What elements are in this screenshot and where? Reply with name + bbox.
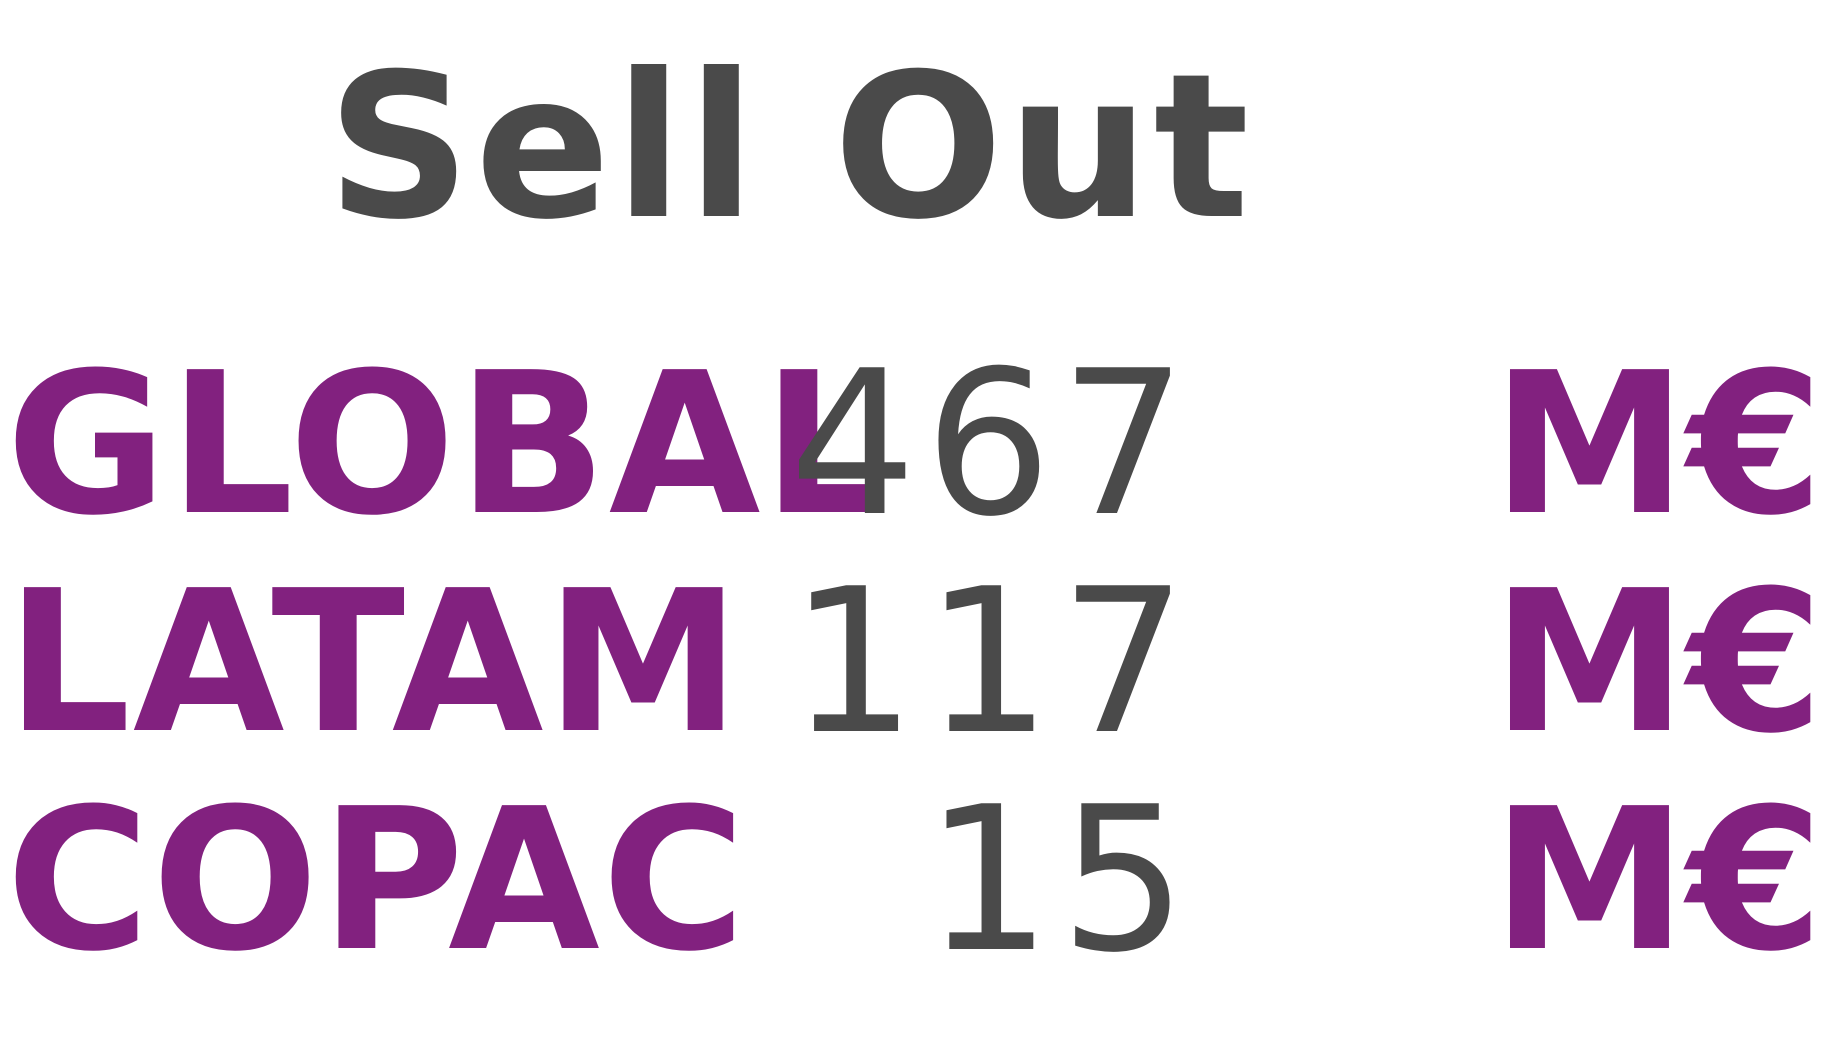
sellout-value: 117 [789, 546, 1195, 779]
region-label: GLOBAL [6, 331, 890, 559]
sellout-row-copac: COPAC 15 M€ [0, 764, 1825, 997]
unit-label: M€ [1492, 549, 1824, 777]
unit-label: M€ [1492, 331, 1824, 559]
sellout-row-latam: LATAM 117 M€ [0, 546, 1825, 779]
region-label: COPAC [6, 767, 748, 995]
sellout-row-global: GLOBAL 467 M€ [0, 328, 1825, 561]
sellout-value: 15 [924, 764, 1195, 997]
sellout-value: 467 [789, 328, 1195, 561]
region-label: LATAM [6, 549, 743, 777]
page-title: Sell Out [326, 31, 1254, 264]
unit-label: M€ [1492, 767, 1824, 995]
